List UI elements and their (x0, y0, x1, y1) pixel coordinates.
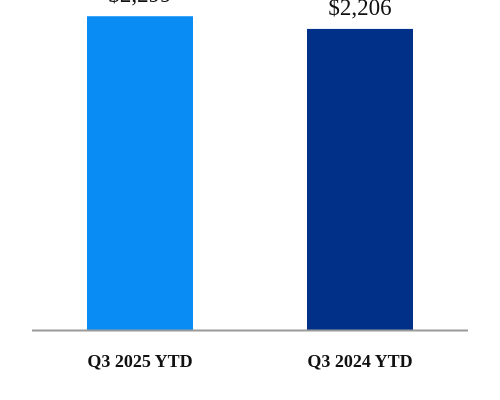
data-label-1: $2,299 (108, 0, 171, 7)
x-tick-label-1: Q3 2025 YTD (87, 351, 192, 371)
bar-2 (307, 28, 413, 330)
bar-1 (87, 16, 193, 331)
x-tick-label-2: Q3 2024 YTD (307, 351, 412, 371)
data-label-2: $2,206 (328, 0, 391, 20)
